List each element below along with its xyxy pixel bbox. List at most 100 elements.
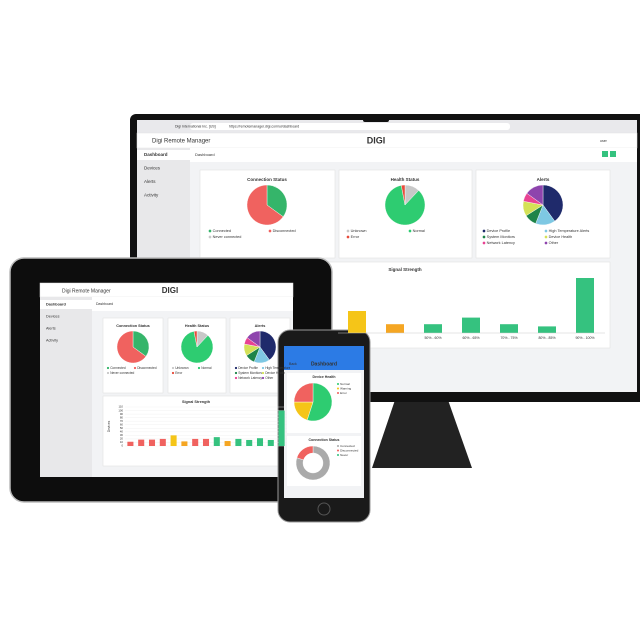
bar [192,438,199,446]
logo: DIGI [367,135,386,145]
card-title: Device Health [313,375,336,379]
bar [462,317,480,333]
legend-dot [234,366,238,370]
pie-slice [296,445,314,461]
legend-dot [482,241,486,245]
app-name: Digi Remote Manager [62,288,111,294]
pie-slice [401,184,406,206]
legend-label: Device Health [265,371,285,375]
legend-dot [336,444,340,448]
legend-label: Error [351,235,360,239]
legend-dot [133,366,137,370]
card-title: Signal Strength [388,267,422,272]
legend-dot [336,453,340,457]
card-title: Alerts [255,324,266,328]
legend-label: Network Latency [487,241,515,245]
legend-dot [346,229,350,233]
bar [267,439,274,446]
legend-dot [336,382,340,386]
legend-label: Never connected [213,235,242,239]
legend-label: Disconnected [137,366,157,370]
y-tick-label: 40 [120,430,124,434]
bar [181,441,188,446]
logo: DIGI [162,286,178,295]
action-button[interactable] [602,151,608,157]
phone-header [284,346,364,370]
nav-active[interactable] [137,150,190,160]
card-title: Alerts [537,177,550,182]
legend-dot [408,229,412,233]
y-tick-label: 0 [121,444,123,448]
app-header [136,132,638,149]
nav-active[interactable] [40,300,92,309]
bar [148,439,156,446]
pie-slice [132,330,150,357]
nav-item: Devices [144,166,161,171]
legend-dot [171,366,175,370]
legend-dot [336,391,340,395]
x-tick-label: 60% - 65% [462,336,479,340]
legend-label: High Temperature Alerts [549,229,590,233]
legend-label: Connected [110,366,126,370]
card-title: Health Status [391,177,420,182]
card-content: Health Status Unknown Normal Error [171,324,214,375]
legend-label: Normal [201,366,212,370]
site-name: Digi International Inc. [US] [175,124,216,128]
card-title: Connection Status [309,438,340,442]
pie-slice [295,445,331,481]
bar [576,278,594,333]
breadcrumb-bar [190,148,637,162]
back-button[interactable]: Back [289,362,297,366]
y-tick-label: 20 [120,437,124,441]
legend-dot [346,235,350,239]
x-tick-label: 80% - 85% [538,336,555,340]
legend-dot [544,229,548,233]
y-axis-title: Devices [107,420,111,432]
nav-item: Devices [46,315,60,319]
legend-dot [482,229,486,233]
y-tick-label: 50 [120,426,124,430]
legend-dot [106,366,110,370]
legend-label: Device Profile [487,229,510,233]
home-button[interactable] [317,502,331,516]
nav-item: Dashboard [46,303,67,307]
y-tick-label: 80 [120,415,124,419]
legend-dot [106,371,110,375]
bar [538,326,556,333]
nav-item: Activity [144,193,159,198]
phone-title: Dashboard [311,361,337,367]
bar [278,410,285,446]
legend-dot [336,387,340,390]
legend-label: Error [175,371,183,375]
legend-dot [268,229,272,233]
phone-ui: Dashboard Back [289,361,337,367]
legend-dot [208,235,212,239]
card-title: Health Status [185,324,209,328]
nav-item: Alerts [144,179,156,184]
bar [386,324,404,333]
app-name: Digi Remote Manager [152,139,210,145]
card-content: Alerts Device Profile High Temperature Ale… [234,324,290,380]
x-tick-label: 50% - 60% [424,336,441,340]
y-tick-label: 90 [120,412,124,416]
x-tick-label: 90% - 100% [575,336,594,340]
pie-slice [266,184,288,218]
pie-slice [116,330,147,364]
pie-slice [193,330,198,348]
bar [348,311,366,333]
address-bar [190,123,510,130]
bar [213,437,220,446]
bar [138,439,145,446]
legend-label: Device Health [549,235,573,239]
legend-label: Other [549,241,559,245]
legend-label: Warning [340,386,351,390]
y-tick-label: 30 [120,433,124,437]
bar [202,438,210,446]
action-button[interactable] [610,151,616,157]
legend-label: Disconnected [273,229,296,233]
y-tick-label: 70 [120,419,124,423]
legend-label: Unknown [175,366,189,370]
tablet-ui: Digi Remote Manager DIGI Dashboard [62,286,178,306]
legend-label: Connected [213,229,231,233]
legend-dot [208,229,212,233]
